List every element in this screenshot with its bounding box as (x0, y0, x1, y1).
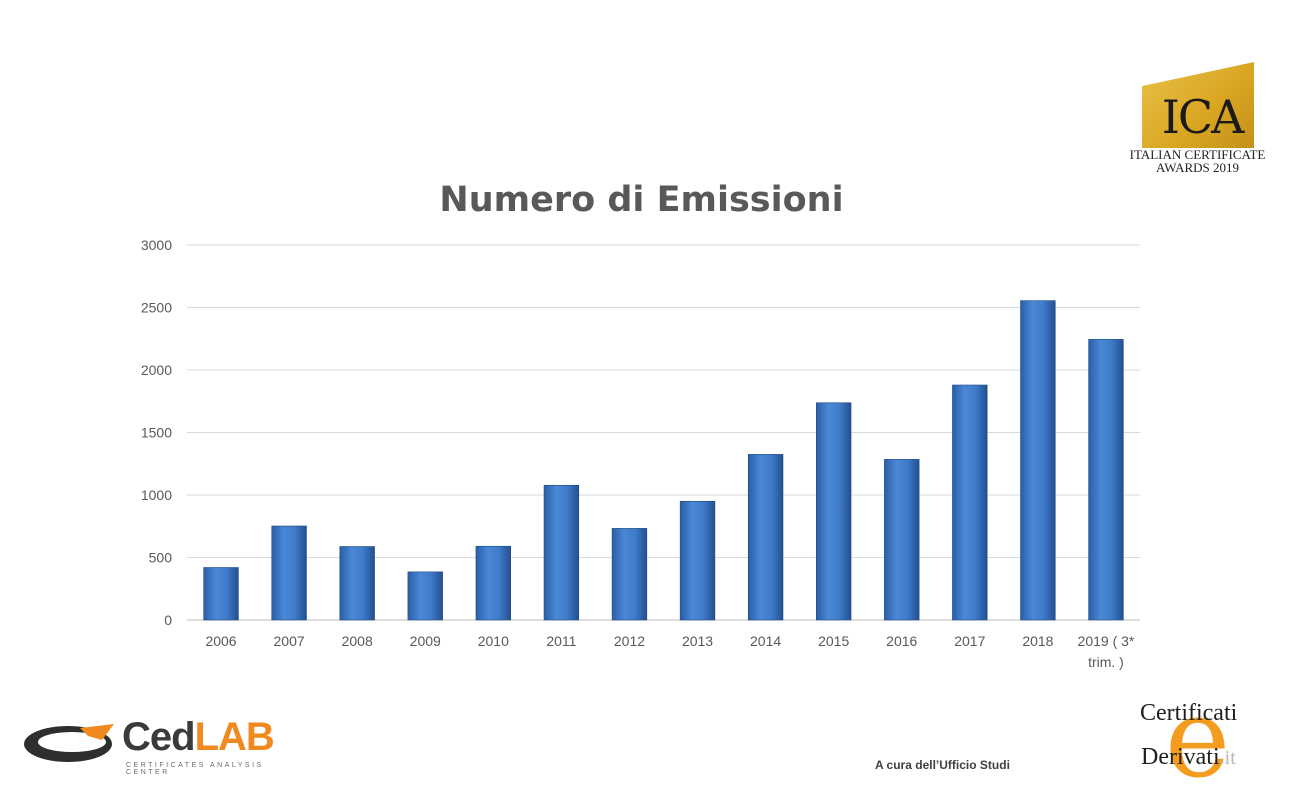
ica-logo-line1: ITALIAN CERTIFICATE (1129, 147, 1266, 162)
cedlab-tagline: CERTIFICATES ANALYSIS CENTER (126, 762, 264, 776)
y-tick-label: 1500 (141, 425, 172, 441)
bar-2012 (611, 528, 648, 621)
grid-lines (187, 244, 1140, 621)
bar-2013 (679, 500, 716, 621)
cedlab-ced: Ced (122, 715, 196, 759)
y-tick-label: 0 (164, 612, 172, 628)
cd-logo-line1: Certificati (1140, 700, 1238, 726)
cedlab-lab: LAB (194, 715, 275, 759)
ica-logo-text: ICA (1161, 90, 1245, 144)
x-tick-label: 2015 (818, 633, 849, 649)
bar-2009 (407, 571, 443, 621)
x-tick-label: 2011 (546, 633, 576, 649)
bar-2006 (203, 567, 239, 621)
x-tick-label: 2007 (274, 633, 305, 649)
bar-2008 (339, 546, 375, 621)
bar-2018 (1020, 300, 1056, 621)
x-tick-label: 2010 (478, 633, 509, 649)
bar-2017 (952, 384, 988, 621)
bar-2016 (884, 459, 920, 621)
bar-2014 (747, 454, 784, 621)
bar-2019 ( 3* (1088, 339, 1124, 621)
cd-logo-e: e (1165, 674, 1231, 802)
y-tick-label: 2000 (141, 362, 172, 378)
x-axis-ticks: 2006 2007 2008 2009 2010 2011 2012 2013 2014 2015… (205, 633, 1134, 670)
cd-logo-derivati: Derivati (1141, 744, 1220, 770)
chart-title: Numero di Emissioni (439, 180, 844, 220)
x-tick-label: 2009 (410, 633, 441, 649)
x-tick-label: 2019 ( 3* trim. ) (1078, 633, 1135, 670)
x-tick-label: 2013 (682, 633, 713, 649)
cedlab-logo: CedLAB CERTIFICATES ANALYSIS CENTER (22, 712, 302, 776)
ica-logo-subtitle: ITALIAN CERTIFICATE AWARDS 2019 (1110, 148, 1285, 174)
ica-awards-logo: ICA ITALIAN CERTIFICATE AWARDS 2019 (1110, 62, 1285, 182)
x-tick-label: 2016 (886, 633, 917, 649)
y-tick-label: 2500 (141, 300, 172, 316)
footer-note: A cura dell’Ufficio Studi (875, 758, 1010, 772)
y-axis-ticks: 0 500 1000 1500 2000 2500 3000 (141, 237, 172, 628)
cedlab-swoosh-icon (24, 724, 114, 762)
x-tick-label: 2006 (205, 633, 236, 649)
x-tick-label: 2014 (750, 633, 781, 649)
x-tick-label: 2008 (342, 633, 373, 649)
bar-2007 (271, 525, 307, 621)
bar-2011 (543, 484, 580, 621)
certificati-derivati-logo: e Certificati Derivati.it (1135, 683, 1285, 793)
bar-2010 (475, 545, 511, 621)
cd-logo-line2: Derivati.it (1141, 744, 1236, 771)
cd-logo-suffix: .it (1219, 747, 1236, 769)
y-tick-label: 3000 (141, 237, 172, 253)
x-tick-label: 2018 (1022, 633, 1053, 649)
x-tick-label: 2012 (614, 633, 645, 649)
y-tick-label: 500 (149, 550, 173, 566)
ica-logo-line2: AWARDS 2019 (1155, 160, 1240, 175)
bar-2015 (816, 402, 852, 621)
y-tick-label: 1000 (141, 487, 172, 503)
cedlab-wordmark: CedLAB (122, 714, 275, 760)
x-tick-label: 2017 (954, 633, 985, 649)
bars (203, 300, 1124, 621)
